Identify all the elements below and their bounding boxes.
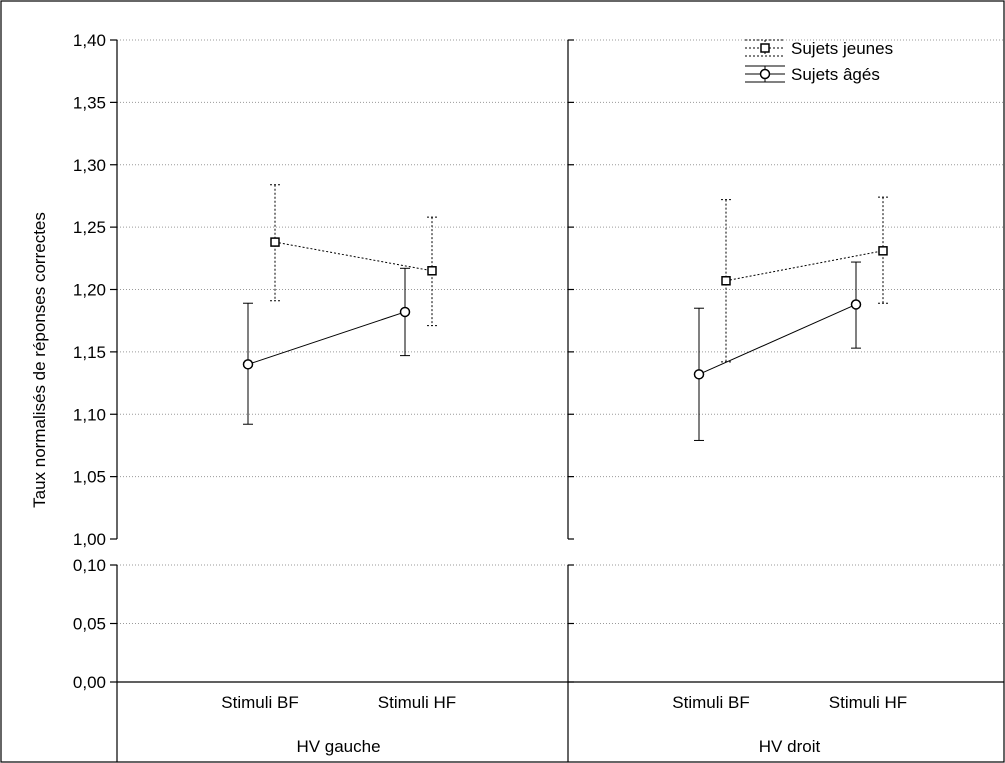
legend: Sujets jeunes Sujets âgés — [745, 39, 893, 84]
axes-layer — [110, 39, 1004, 762]
square-icon — [760, 43, 770, 53]
data-point-circle — [850, 299, 862, 310]
series-line-young — [274, 241, 433, 272]
series-layer — [242, 184, 888, 441]
category-label: Stimuli HF — [829, 693, 907, 712]
series-line-young — [725, 250, 884, 282]
panel-label: HV gauche — [296, 737, 380, 756]
data-point-circle — [242, 359, 254, 370]
label-layer: 1,00 1,05 1,10 1,15 1,20 1,25 1,30 1,35 1,40 0,00… — [73, 31, 907, 756]
category-label: Stimuli HF — [378, 693, 456, 712]
y-tick-label: 1,10 — [73, 405, 106, 424]
data-point-circle — [693, 369, 705, 380]
y-tick-label: 1,00 — [73, 530, 106, 549]
legend-label-young: Sujets jeunes — [791, 39, 893, 58]
y-axis-title: Taux normalisés de réponses correctes — [30, 212, 49, 508]
series-line-old — [698, 304, 857, 375]
data-point-square — [721, 276, 731, 286]
y-tick-label: 1,35 — [73, 93, 106, 112]
category-label: Stimuli BF — [672, 693, 749, 712]
y-tick-label: 1,20 — [73, 281, 106, 300]
data-point-square — [878, 246, 888, 256]
data-point-circle — [399, 306, 411, 318]
circle-icon — [759, 68, 771, 80]
y-tick-label: 1,30 — [73, 156, 106, 175]
data-point-square — [427, 266, 437, 276]
y-tick-label: 1,05 — [73, 468, 106, 487]
panel-label: HV droit — [759, 737, 821, 756]
y-tick-label: 0,10 — [73, 556, 106, 575]
category-label: Stimuli BF — [221, 693, 298, 712]
y-tick-label: 0,00 — [73, 673, 106, 692]
y-tick-label: 1,15 — [73, 343, 106, 362]
y-tick-label: 1,25 — [73, 218, 106, 237]
legend-label-old: Sujets âgés — [791, 65, 880, 84]
grid-layer — [117, 39, 1004, 683]
series-line-old — [247, 311, 406, 365]
y-tick-label: 0,05 — [73, 615, 106, 634]
data-point-square — [270, 237, 280, 247]
y-tick-label: 1,40 — [73, 31, 106, 50]
